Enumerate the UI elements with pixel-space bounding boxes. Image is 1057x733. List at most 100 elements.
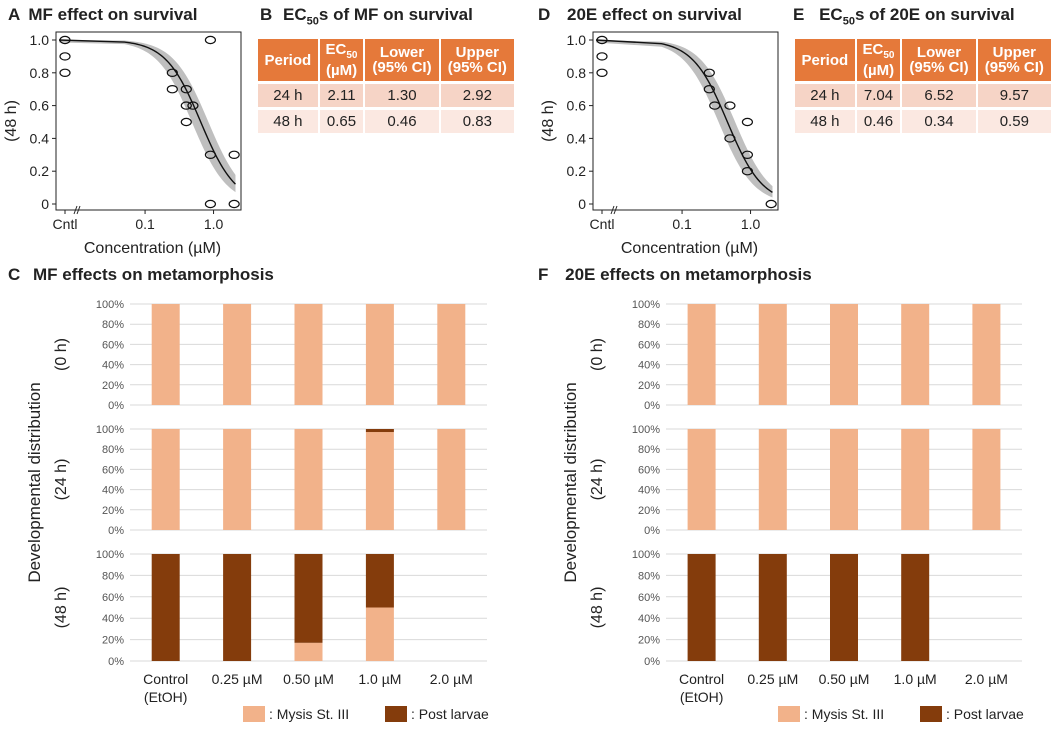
row-time-label: (48 h)	[589, 587, 606, 629]
table-row: 24 h 2.11 1.30 2.92	[258, 84, 516, 107]
bar-mysis	[223, 429, 252, 530]
legend-label-post-larvae: : Post larvae	[411, 706, 489, 722]
data-point	[228, 150, 240, 159]
y-tick-label: 0.6	[567, 98, 587, 114]
legend-swatch-post-larvae	[920, 706, 942, 722]
y-tick-label: 40%	[102, 485, 124, 497]
legend-swatch-post-larvae	[385, 706, 407, 722]
y-tick-label: 60%	[638, 592, 660, 604]
header-lower: Lower (95% CI)	[902, 39, 978, 81]
bar-mysis	[901, 429, 930, 530]
x-tick-label: 0.1	[135, 216, 155, 232]
y-tick-label: 0%	[644, 656, 660, 668]
x-axis-label: Concentration (µM)	[621, 240, 758, 257]
data-point	[59, 35, 71, 45]
y-tick-label: 0.6	[30, 98, 50, 114]
x-axis-label: Concentration (µM)	[84, 240, 221, 257]
bar-post-larvae	[151, 554, 180, 661]
y-tick-label: 0	[578, 196, 586, 212]
y-tick-label: 60%	[102, 339, 124, 351]
y-tick-label: 80%	[102, 319, 124, 331]
bar-mysis	[687, 304, 716, 405]
header-upper-ci: (95% CI)	[447, 59, 507, 76]
y-axis-label: (48 h)	[540, 100, 557, 142]
y-tick-label: 100%	[96, 424, 124, 436]
header-ec50: EC50 (µM)	[319, 39, 366, 81]
ec50-table-20e: Period EC50 (µM) Lower (95% CI) Upper (95% …	[795, 36, 1053, 136]
bar-mysis	[437, 304, 466, 405]
y-tick-label: 20%	[638, 635, 660, 647]
data-point	[724, 134, 736, 143]
data-point	[166, 68, 178, 78]
y-axis-label: (48 h)	[3, 100, 20, 142]
y-tick-label: 100%	[96, 299, 124, 311]
bar-post-larvae	[901, 554, 930, 661]
panel-b-title-pre: EC	[283, 5, 307, 24]
axis-break-mark	[73, 205, 78, 215]
y-tick-label: 80%	[638, 444, 660, 456]
cell-period: 24 h	[258, 84, 320, 107]
y-tick-label: 0.2	[30, 163, 50, 179]
bar-mysis	[365, 432, 394, 530]
data-point	[228, 199, 240, 209]
panel-e-title-sub: 50	[842, 15, 855, 28]
header-lower-ci: (95% CI)	[372, 59, 432, 76]
data-point	[709, 101, 721, 110]
header-upper-label: Upper	[455, 44, 499, 61]
panel-a-heading: A MF effect on survival	[8, 5, 198, 25]
cell-period: 48 h	[795, 110, 857, 133]
y-tick-label: 40%	[638, 360, 660, 372]
bar-mysis	[830, 429, 858, 530]
y-tick-label: 20%	[102, 505, 124, 517]
data-point	[741, 166, 754, 176]
cell-lower: 0.34	[902, 110, 978, 133]
confidence-band	[596, 40, 773, 198]
panel-d-title: 20E effect on survival	[567, 5, 742, 24]
bar-mysis	[830, 304, 858, 405]
cell-ec50: 2.11	[319, 84, 366, 107]
bar-mysis	[972, 304, 1001, 405]
x-tick-label: Cntl	[53, 216, 78, 232]
category-label: 2.0 µM	[965, 671, 1008, 687]
data-point	[204, 199, 217, 209]
panel-e-heading: E EC50s of 20E on survival	[793, 5, 1015, 27]
panel-c-letter: C	[8, 265, 21, 284]
panel-b-title: EC50s of MF on survival	[283, 5, 473, 28]
data-point	[59, 68, 71, 78]
y-tick-label: 20%	[638, 380, 660, 392]
category-label: 2.0 µM	[430, 671, 473, 687]
category-label: (EtOH)	[144, 689, 188, 705]
header-ec50-main: EC	[862, 41, 884, 58]
category-label: 0.25 µM	[747, 671, 798, 687]
bar-post-larvae	[294, 554, 323, 643]
plot-frame	[55, 31, 242, 211]
confidence-band	[59, 40, 236, 193]
header-upper: Upper (95% CI)	[440, 39, 516, 81]
y-tick-label: 80%	[102, 570, 124, 582]
fit-curve	[595, 39, 773, 193]
header-lower-ci: (95% CI)	[909, 59, 969, 76]
table-header-row: Period EC50 (µM) Lower (95% CI) Upper (95% …	[258, 39, 516, 81]
y-tick-label: 60%	[102, 592, 124, 604]
table-row: 24 h 7.04 6.52 9.57	[795, 84, 1053, 107]
fit-curve	[58, 39, 236, 185]
bar-post-larvae	[223, 554, 252, 661]
panel-b-heading: B EC50s of MF on survival	[260, 5, 473, 27]
bar-mysis	[758, 304, 787, 405]
panel-c-title: MF effects on metamorphosis	[33, 265, 274, 284]
y-tick-label: 0%	[108, 525, 124, 537]
y-tick-label: 0%	[108, 400, 124, 412]
category-label: 1.0 µM	[894, 671, 937, 687]
bar-post-larvae	[830, 554, 858, 661]
data-point	[180, 117, 192, 127]
y-tick-label: 100%	[96, 549, 124, 561]
panel-b-title-sub: 50	[306, 15, 319, 28]
header-lower: Lower (95% CI)	[365, 39, 441, 81]
data-point	[703, 84, 715, 94]
data-point	[59, 52, 71, 61]
y-tick-label: 80%	[102, 444, 124, 456]
row-time-label: (24 h)	[53, 459, 70, 501]
panel-b-title-post: s of MF on survival	[318, 5, 473, 24]
bar-post-larvae	[365, 554, 394, 608]
